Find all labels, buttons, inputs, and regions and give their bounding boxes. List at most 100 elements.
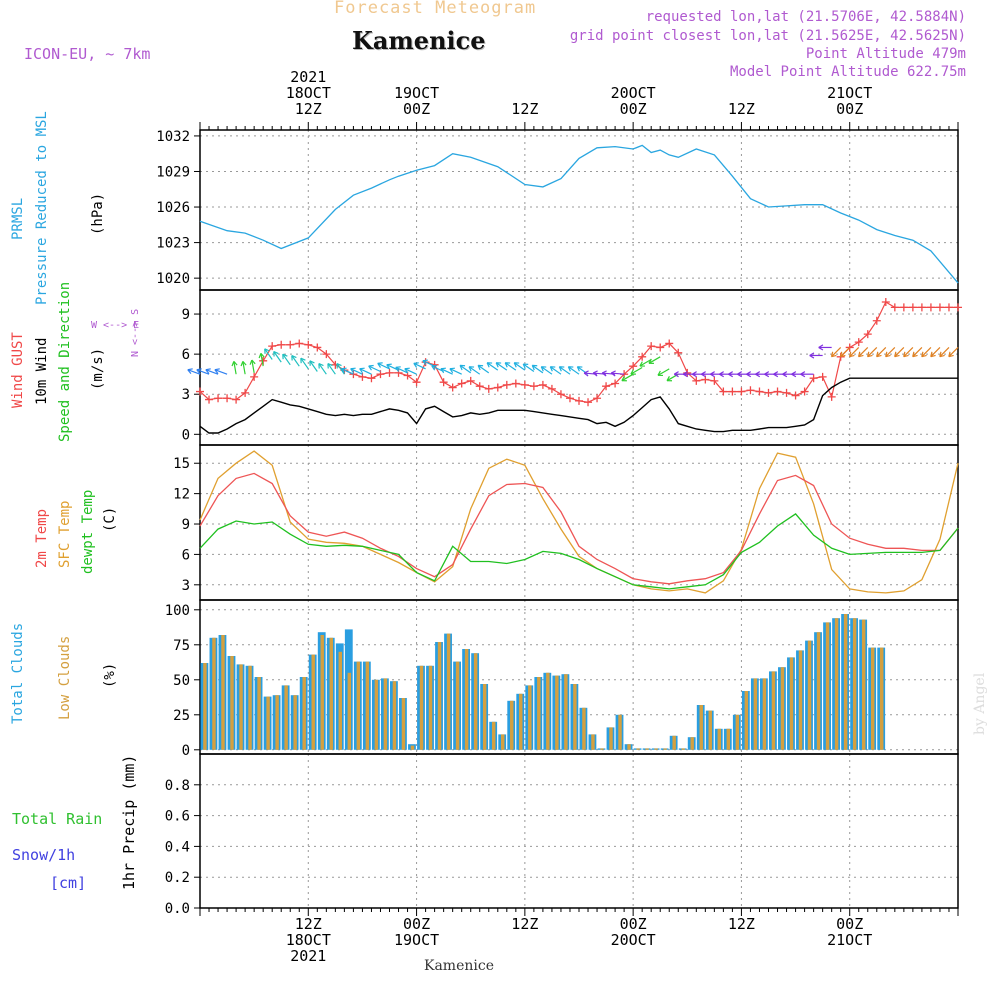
wind-arrowhead [240, 360, 247, 367]
low-cloud-bar [672, 735, 676, 750]
gust-marker [268, 342, 277, 351]
wind-arrowhead [327, 362, 333, 369]
gust-marker [385, 368, 394, 377]
gust-marker [773, 387, 782, 396]
wind-arrow [449, 368, 462, 375]
wind-arrowhead [395, 366, 401, 372]
x-label-bottom: 21OCT [827, 931, 872, 949]
wind-arrowhead [867, 351, 873, 358]
wind-arrow [336, 363, 345, 375]
low-cloud-bar [446, 633, 451, 750]
wind-arrowhead [657, 370, 663, 377]
wind-arrow [350, 368, 363, 375]
gust-marker [881, 298, 890, 307]
wind-arrow [657, 368, 670, 376]
gust-marker [809, 374, 818, 383]
wind-arrow [359, 368, 372, 375]
low-cloud-bar [753, 678, 758, 750]
low-cloud-bar [681, 748, 685, 750]
x-label-bottom: 20OCT [611, 931, 656, 949]
low-cloud-bar [266, 696, 270, 750]
y-tick-label: 3 [182, 578, 190, 594]
low-cloud-bar [744, 691, 749, 750]
low-cloud-bar [699, 705, 703, 750]
wind-arrowhead [291, 354, 297, 361]
x-label-top: 21OCT [827, 84, 872, 102]
low-cloud-bar [627, 744, 631, 750]
wind-arrowhead [666, 376, 673, 382]
pressure-line [199, 144, 959, 284]
gust-marker [863, 330, 872, 339]
y-tick-label: 12 [173, 487, 190, 503]
wind-arrowhead [921, 351, 927, 358]
gridpoint-coords: grid point closest lon,lat (21.5625E, 42… [569, 28, 966, 44]
gust-marker [602, 382, 611, 391]
wind-arrow [513, 362, 526, 371]
gust-marker [890, 303, 899, 312]
gust-marker [223, 394, 232, 403]
gust-marker [484, 384, 493, 393]
low-cloud-bar [825, 622, 830, 750]
low-cloud-bar [690, 737, 694, 750]
wind-arrowhead [549, 366, 556, 372]
wind-arrowhead [196, 368, 202, 374]
low-cloud-bar [203, 663, 207, 750]
low-cloud-bar [600, 748, 604, 750]
low-cloud-bar [491, 721, 496, 750]
wind-arrowhead [422, 359, 428, 366]
wind-arrow [858, 347, 869, 358]
wind-arrowhead [522, 363, 529, 369]
compass-we: W <--> E [91, 320, 140, 331]
wind-arrow [948, 347, 959, 358]
wind-arrowhead [558, 366, 565, 372]
wind-arrowhead [318, 362, 324, 369]
y-tick-label: 1023 [156, 236, 190, 252]
low-cloud-bar [383, 678, 388, 750]
x-label-bottom: 2021 [290, 947, 326, 965]
low-cloud-bar [717, 728, 721, 750]
wind-arrowhead [894, 351, 900, 358]
gust-marker [710, 376, 719, 385]
low-cloud-bar [221, 635, 225, 750]
gust-marker [854, 338, 863, 347]
low-cloud-bar [365, 661, 370, 750]
low-cloud-bar [482, 684, 487, 750]
gust-marker [367, 374, 376, 383]
label-total-rain: Total Rain [12, 810, 103, 828]
wind-arrow [831, 347, 842, 358]
wind-arrow [495, 362, 508, 371]
y-tick-label: 0 [182, 427, 190, 443]
wind-arrowhead [231, 360, 238, 367]
wind-arrowhead [857, 351, 864, 358]
wind-arrowhead [692, 371, 697, 378]
wind-arrowhead [386, 363, 392, 370]
wind-arrowhead [486, 362, 493, 368]
wind-arrowhead [359, 367, 365, 374]
point-altitude: Point Altitude 479m [805, 46, 966, 62]
low-cloud-bar [410, 745, 415, 750]
wind-arrowhead [830, 351, 837, 358]
wind-arrow [187, 369, 201, 375]
wind-arrowhead [377, 362, 383, 368]
temp-2m-line [199, 472, 959, 585]
gust-marker [394, 368, 403, 377]
wind-arrowhead [912, 351, 918, 358]
wind-arrowhead [249, 359, 256, 365]
wind-arrowhead [368, 364, 374, 371]
low-cloud-bar [374, 679, 379, 750]
low-cloud-bar [807, 640, 812, 750]
wind-arrowhead [205, 368, 211, 374]
gust-marker [692, 376, 701, 385]
wind-arrowhead [449, 367, 455, 374]
wind-arrowhead [737, 371, 743, 378]
model-altitude: Model Point Altitude 622.75m [729, 64, 966, 80]
gust-marker [520, 380, 529, 389]
low-cloud-bar [735, 714, 740, 750]
gust-marker [376, 370, 385, 379]
low-cloud-bar [329, 637, 333, 750]
low-cloud-bar [320, 635, 324, 750]
x-label-top: 18OCT [286, 84, 331, 102]
gust-marker [493, 383, 502, 392]
location-name: Kamenice [352, 26, 486, 55]
